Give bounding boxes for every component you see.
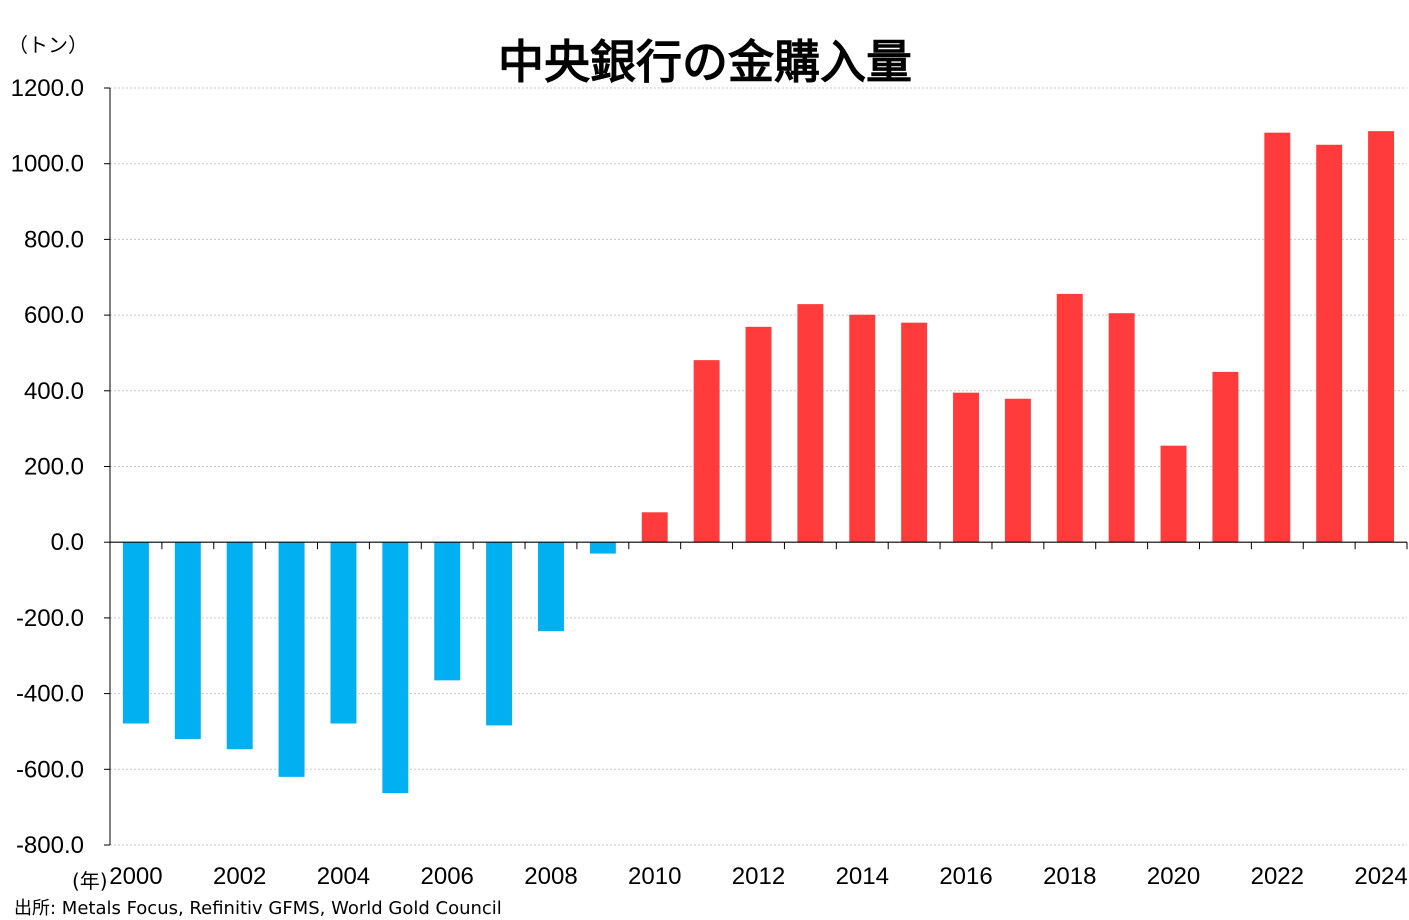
y-tick-label: -600.0: [16, 756, 84, 783]
y-tick-label: 1000.0: [11, 151, 84, 178]
bar-2006: [434, 542, 461, 681]
bar-2015: [901, 322, 928, 543]
x-axis: 2000 2002 2004 2006 2008 2010 2012 2014 2016 2018…: [109, 541, 1408, 890]
y-tick-label: 600.0: [24, 302, 84, 329]
x-tick-label: 2020: [1147, 863, 1200, 890]
y-tick-label: 1200.0: [11, 75, 84, 102]
x-tick-label: 2006: [421, 863, 474, 890]
bar-2010: [641, 512, 668, 543]
x-tick-label: 2016: [939, 863, 992, 890]
y-tick-label: -800.0: [16, 832, 84, 859]
chart-title: 中央銀行の金購入量: [498, 35, 912, 89]
bar-2001: [174, 542, 201, 740]
x-unit-label: (年): [72, 869, 108, 893]
x-tick-label: 2018: [1043, 863, 1096, 890]
bar-2009: [589, 542, 616, 554]
bar-2013: [797, 304, 824, 543]
x-tick-label: 2002: [213, 863, 266, 890]
bar-2023: [1316, 144, 1343, 543]
bar-2004: [330, 542, 357, 724]
x-tick-label: 2010: [628, 863, 681, 890]
bar-2014: [849, 314, 876, 543]
bars: [122, 131, 1395, 794]
bar-2007: [486, 542, 513, 726]
bar-2024: [1368, 131, 1395, 543]
x-tick-label: 2012: [732, 863, 785, 890]
bar-2002: [226, 542, 253, 750]
bar-2016: [953, 392, 979, 543]
bar-2021: [1212, 371, 1239, 543]
bar-2012: [745, 326, 772, 543]
y-unit-label: （トン）: [8, 33, 88, 57]
x-tick-label: 2000: [109, 863, 162, 890]
bar-2019: [1108, 313, 1135, 543]
y-tick-label: -400.0: [16, 681, 84, 708]
bar-2011: [693, 360, 720, 543]
x-tick-label: 2014: [836, 863, 889, 890]
bar-2017: [1004, 398, 1031, 543]
y-tick-label: 0.0: [51, 529, 84, 556]
x-tick-label: 2024: [1354, 863, 1407, 890]
y-tick-label: 800.0: [24, 226, 84, 253]
x-tick-label: 2004: [317, 863, 370, 890]
bar-2008: [538, 542, 564, 632]
x-tick-label: 2008: [524, 863, 577, 890]
bar-2000: [122, 542, 149, 724]
source-note: 出所: Metals Focus, Refinitiv GFMS, World …: [14, 898, 502, 919]
y-tick-label: -200.0: [16, 605, 84, 632]
y-tick-label: 400.0: [24, 378, 84, 405]
bar-2005: [382, 542, 409, 794]
bar-2018: [1056, 293, 1083, 543]
bar-2022: [1264, 132, 1291, 543]
y-tick-label: 200.0: [24, 454, 84, 481]
x-tick-label: 2022: [1251, 863, 1304, 890]
bar-2020: [1160, 445, 1187, 543]
bar-2003: [278, 542, 305, 777]
y-axis: 1200.0 1000.0 800.0 600.0 400.0 200.0 0.0 -200.…: [11, 75, 111, 859]
